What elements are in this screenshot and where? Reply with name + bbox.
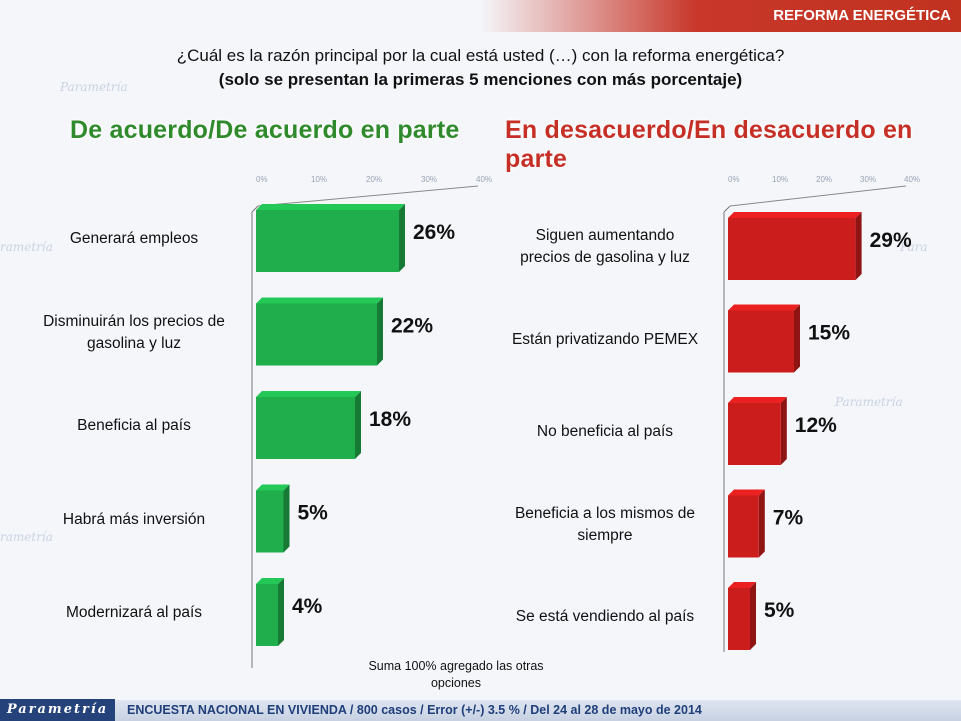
bar-top (256, 204, 405, 210)
right-section-title: En desacuerdo/En desacuerdo en parte (505, 116, 913, 173)
bar-side (855, 212, 862, 280)
value-label: 12% (795, 414, 837, 437)
x-tick-label: 30% (860, 175, 876, 184)
x-axis-line (729, 185, 907, 207)
value-label: 5% (298, 502, 329, 525)
bar-top (728, 582, 756, 588)
question-subtext: (solo se presentan la primeras 5 mencion… (218, 70, 743, 89)
category-label: No beneficia al país (536, 423, 674, 440)
bar-side (355, 391, 361, 459)
x-axis-line (257, 185, 479, 207)
x-tick-label: 40% (904, 175, 920, 184)
left-section-title: De acuerdo/De acuerdo en parte (70, 116, 460, 144)
value-label: 5% (764, 599, 795, 622)
bar (728, 310, 794, 373)
bar (728, 588, 750, 650)
bar (256, 397, 355, 459)
category-label: Beneficia a los mismos de siempre (514, 504, 696, 544)
value-label: 22% (391, 315, 433, 338)
bar (256, 210, 399, 272)
bar (728, 218, 856, 280)
bar-top (256, 484, 290, 491)
bar-side (399, 204, 405, 272)
x-tick-label: 40% (476, 175, 492, 184)
value-label: 18% (369, 408, 411, 431)
category-label: Se está vendiendo al país (515, 608, 695, 625)
x-tick-label: 0% (256, 175, 268, 184)
footer-text: ENCUESTA NACIONAL EN VIVIENDA / 800 caso… (127, 703, 702, 717)
bar-side (758, 489, 765, 558)
category-label: Siguen aumentando precios de gasolina y l… (520, 227, 690, 266)
value-label: 15% (808, 322, 850, 345)
bar (728, 495, 759, 558)
footer-bar (0, 700, 961, 721)
x-tick-label: 10% (772, 175, 788, 184)
bar (728, 403, 781, 465)
category-label: Habrá más inversión (62, 510, 206, 528)
question-text: ¿Cuál es la razón principal por la cual … (176, 46, 785, 65)
x-tick-label: 10% (311, 175, 327, 184)
header-title: REFORMA ENERGÉTICA (773, 7, 951, 24)
bar-side (377, 297, 383, 366)
bar-side (278, 578, 284, 646)
bar-top (728, 489, 765, 496)
category-label: Están privatizando PEMEX (511, 330, 699, 348)
bar (256, 490, 284, 553)
x-tick-label: 0% (728, 175, 740, 184)
bar (256, 303, 377, 366)
x-tick-label: 20% (816, 175, 832, 184)
header-band: REFORMA ENERGÉTICA (480, 0, 961, 32)
value-label: 29% (870, 229, 912, 252)
category-label: Beneficia al país (77, 417, 191, 434)
footer-logo: Parametría (0, 699, 115, 721)
value-label: 4% (292, 595, 323, 618)
category-label: Modernizará al país (65, 604, 203, 621)
bar-top (728, 397, 787, 403)
value-label: 7% (773, 507, 804, 530)
category-label: Generará empleos (69, 230, 199, 247)
axis-depth-line (251, 205, 259, 213)
bar-top (728, 304, 800, 311)
bar-side (750, 582, 756, 650)
bar-top (256, 297, 383, 304)
x-tick-label: 30% (421, 175, 437, 184)
bar-top (256, 578, 284, 584)
category-label: Disminuirán los precios de gasolina y luz (43, 312, 225, 352)
note-text: Suma 100% agregado las otras opciones (368, 659, 544, 690)
axis-depth-line (723, 205, 731, 213)
bar-side (780, 397, 787, 465)
bar-top (256, 391, 361, 397)
bar (256, 584, 278, 646)
value-label: 26% (413, 221, 455, 244)
bar-side (283, 484, 290, 553)
x-tick-label: 20% (366, 175, 382, 184)
bar-top (728, 212, 862, 218)
bar-side (794, 304, 800, 373)
